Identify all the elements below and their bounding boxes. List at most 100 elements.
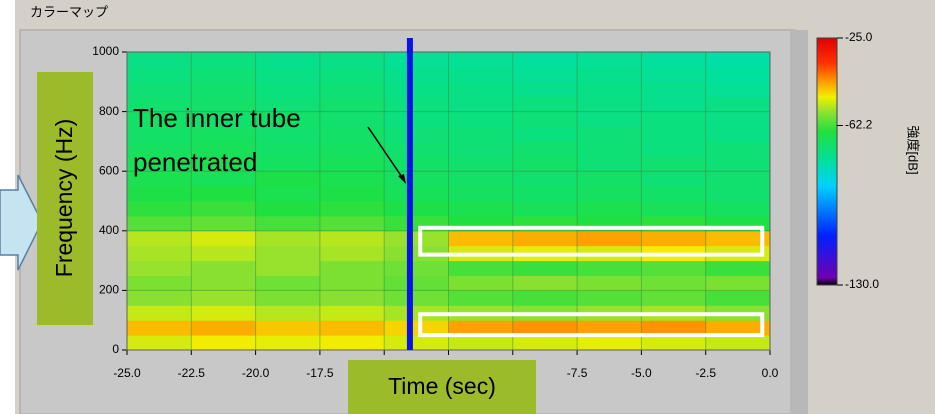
heat-cell: [577, 260, 642, 276]
heat-cell: [255, 335, 321, 351]
heat-cell: [512, 156, 578, 172]
colorbar-label: 強度[dB]: [906, 125, 921, 174]
heat-cell: [384, 245, 449, 262]
heat-cell: [641, 81, 707, 98]
heat-cell: [448, 66, 514, 83]
heat-cell: [705, 96, 771, 113]
heat-cell: [255, 230, 321, 247]
heat-cell: [384, 275, 449, 291]
highlight-box: [418, 225, 765, 257]
heat-cell: [705, 320, 771, 336]
heat-cell: [705, 290, 771, 306]
heat-cell: [127, 260, 192, 276]
heat-cell: [319, 201, 385, 217]
annotation-text: penetrated: [133, 147, 257, 177]
window-title: カラーマップ: [30, 4, 108, 19]
heat-cell: [255, 141, 321, 157]
heat-cell: [512, 52, 578, 68]
heat-cell: [384, 186, 449, 202]
heat-cell: [191, 201, 257, 217]
heat-cell: [255, 111, 321, 127]
heat-cell: [255, 186, 321, 202]
heat-cell: [577, 186, 642, 202]
colorbar-tick-label: -62.2: [845, 118, 873, 132]
heat-cell: [448, 126, 514, 142]
ylabel-box: [37, 72, 93, 325]
colorbar-tick-label: -25.0: [845, 30, 873, 44]
heat-cell: [191, 230, 257, 247]
heat-cell: [512, 290, 578, 306]
heat-cell: [319, 81, 385, 98]
heat-cell: [384, 126, 449, 142]
heat-cell: [705, 171, 771, 187]
heat-cell: [705, 52, 771, 68]
heat-cell: [319, 245, 385, 262]
heat-cell: [512, 141, 578, 157]
heat-cell: [319, 305, 385, 321]
heat-cell: [577, 201, 642, 217]
heat-cell: [512, 81, 578, 98]
heat-cell: [512, 335, 578, 351]
heat-cell: [127, 52, 192, 68]
heat-cell: [705, 81, 771, 98]
heat-cell: [384, 260, 449, 276]
heat-cell: [512, 111, 578, 127]
heat-cell: [641, 320, 707, 336]
heat-cell: [319, 186, 385, 202]
heat-cell: [577, 126, 642, 142]
xlabel-box: [348, 360, 536, 414]
heat-cell: [127, 156, 192, 172]
heat-cell: [319, 126, 385, 142]
heat-cell: [255, 215, 321, 232]
heat-cell: [319, 52, 385, 68]
heat-cell: [641, 141, 707, 157]
heat-cell: [127, 186, 192, 202]
heat-cell: [191, 156, 257, 172]
heat-cell: [319, 230, 385, 247]
heat-cell: [448, 335, 514, 351]
heat-cell: [705, 201, 771, 217]
heat-cell: [641, 186, 707, 202]
heat-cell: [641, 156, 707, 172]
heat-cell: [448, 201, 514, 217]
heat-cell: [191, 186, 257, 202]
heat-cell: [255, 156, 321, 172]
heat-cell: [127, 245, 192, 262]
heat-cell: [319, 141, 385, 157]
heat-cell: [127, 171, 192, 187]
heat-cell: [127, 275, 192, 291]
heat-cell: [319, 215, 385, 232]
heat-cell: [577, 156, 642, 172]
x-tick-label: -20.0: [242, 366, 270, 380]
heat-cell: [641, 66, 707, 83]
heat-cell: [641, 260, 707, 276]
heat-cell: [127, 81, 192, 98]
heat-cell: [577, 290, 642, 306]
heat-cell: [319, 111, 385, 127]
heat-cell: [127, 230, 192, 247]
heat-cell: [255, 66, 321, 83]
heat-cell: [319, 335, 385, 351]
annotation-text: The inner tube: [133, 103, 301, 133]
heat-cell: [641, 52, 707, 68]
heat-cell: [577, 275, 642, 291]
heat-cell: [127, 111, 192, 127]
heat-cell: [705, 126, 771, 142]
heat-cell: [641, 111, 707, 127]
heat-cell: [577, 171, 642, 187]
heat-cell: [705, 111, 771, 127]
heat-cell: [319, 156, 385, 172]
heat-cell: [641, 290, 707, 306]
annotation-arrowhead: [398, 174, 406, 184]
y-tick-label: 200: [99, 283, 119, 297]
heat-cell: [705, 260, 771, 276]
heat-cell: [255, 275, 321, 291]
frame-strip: [790, 30, 808, 414]
heat-cell: [127, 320, 192, 336]
y-tick-label: 800: [99, 104, 119, 118]
heat-cell: [448, 141, 514, 157]
heat-cell: [577, 141, 642, 157]
plot: -25.0-22.5-20.0-17.5-15.0-12.5-10.0-7.5-…: [92, 38, 779, 380]
heat-cell: [191, 52, 257, 68]
heat-cell: [191, 275, 257, 291]
